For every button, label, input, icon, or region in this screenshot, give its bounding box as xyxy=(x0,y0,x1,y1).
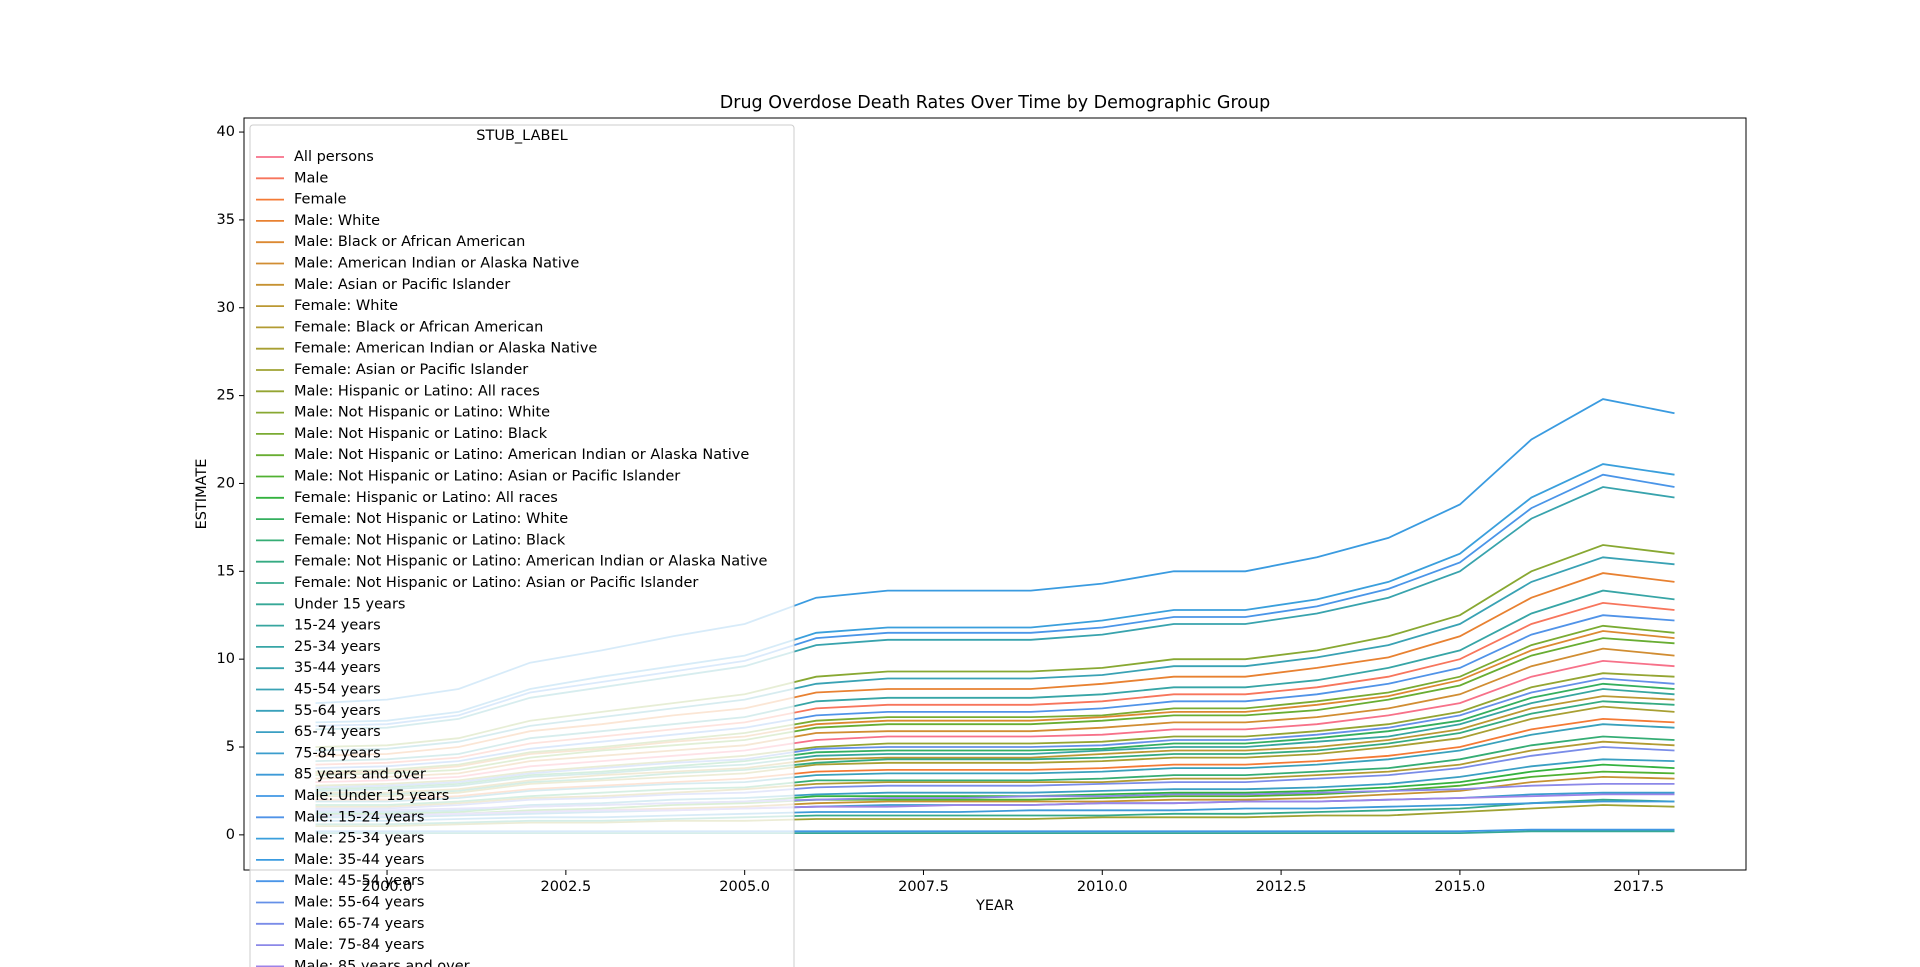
legend-label: Female: Not Hispanic or Latino: Black xyxy=(294,532,566,548)
legend-label: 45-54 years xyxy=(294,682,381,698)
legend-label: 15-24 years xyxy=(294,618,381,634)
legend-label: Male: Hispanic or Latino: All races xyxy=(294,383,540,399)
legend-label: Female: White xyxy=(294,298,398,314)
legend-label: Under 15 years xyxy=(294,596,405,612)
legend-label: Female: Not Hispanic or Latino: White xyxy=(294,511,568,527)
legend-label: Female: Not Hispanic or Latino: American… xyxy=(294,554,767,570)
legend-label: Male: 85 years and over xyxy=(294,958,470,967)
legend-title: STUB_LABEL xyxy=(476,128,567,144)
x-tick-label: 2005.0 xyxy=(719,879,770,895)
y-axis-label: ESTIMATE xyxy=(194,459,210,530)
x-tick-label: 2012.5 xyxy=(1256,879,1307,895)
legend-label: All persons xyxy=(294,149,374,165)
legend-label: Male: Not Hispanic or Latino: Asian or P… xyxy=(294,469,680,485)
x-tick-label: 2002.5 xyxy=(540,879,591,895)
legend-label: 75-84 years xyxy=(294,745,381,761)
y-tick-label: 35 xyxy=(217,212,235,228)
legend-label: Female: Black or African American xyxy=(294,319,543,335)
legend-label: Male: American Indian or Alaska Native xyxy=(294,256,579,272)
y-tick-label: 0 xyxy=(226,827,235,843)
legend-label: Male: Not Hispanic or Latino: White xyxy=(294,405,550,421)
x-tick-label: 2015.0 xyxy=(1435,879,1486,895)
legend-label: Female: American Indian or Alaska Native xyxy=(294,341,597,357)
x-tick-label: 2000.0 xyxy=(362,879,413,895)
legend-label: Male: 35-44 years xyxy=(294,852,425,868)
y-tick-label: 40 xyxy=(217,124,235,140)
legend-label: Male: 45-54 years xyxy=(294,873,425,889)
legend-label: Female: Asian or Pacific Islander xyxy=(294,362,528,378)
legend-label: Male: Not Hispanic or Latino: Black xyxy=(294,426,548,442)
legend-label: Male: Asian or Pacific Islander xyxy=(294,277,510,293)
chart-title: Drug Overdose Death Rates Over Time by D… xyxy=(720,93,1270,113)
y-tick-label: 5 xyxy=(226,739,235,755)
y-tick-label: 15 xyxy=(217,563,235,579)
legend-label: Female xyxy=(294,192,347,208)
legend-label: 35-44 years xyxy=(294,660,381,676)
legend-label: Male xyxy=(294,170,328,186)
x-tick-label: 2017.5 xyxy=(1613,879,1664,895)
legend-label: Male: 15-24 years xyxy=(294,809,425,825)
legend-label: 65-74 years xyxy=(294,724,381,740)
legend-label: Male: Black or African American xyxy=(294,234,525,250)
legend-label: Male: 65-74 years xyxy=(294,916,425,932)
legend-box xyxy=(249,124,795,967)
y-tick-label: 20 xyxy=(217,475,235,491)
y-tick-label: 25 xyxy=(217,388,235,404)
legend-label: Male: 75-84 years xyxy=(294,937,425,953)
axes-frame xyxy=(243,117,1747,871)
legend-label: Male: Not Hispanic or Latino: American I… xyxy=(294,447,749,463)
legend-label: Male: White xyxy=(294,213,380,229)
x-tick-label: 2007.5 xyxy=(898,879,949,895)
x-axis-label: YEAR xyxy=(975,898,1014,914)
x-tick-label: 2010.0 xyxy=(1077,879,1128,895)
legend-label: Male: 55-64 years xyxy=(294,895,425,911)
legend-label: 55-64 years xyxy=(294,703,381,719)
legend-label: 25-34 years xyxy=(294,639,381,655)
legend-label: Female: Hispanic or Latino: All races xyxy=(294,490,558,506)
legend-label: Female: Not Hispanic or Latino: Asian or… xyxy=(294,575,698,591)
legend-label: 85 years and over xyxy=(294,767,426,783)
legend: STUB_LABEL All persons Male Female Male: Whi… xyxy=(249,124,795,967)
y-tick-label: 10 xyxy=(217,651,235,667)
legend-label: Male: 25-34 years xyxy=(294,831,425,847)
y-tick-label: 30 xyxy=(217,300,235,316)
legend-label: Male: Under 15 years xyxy=(294,788,449,804)
